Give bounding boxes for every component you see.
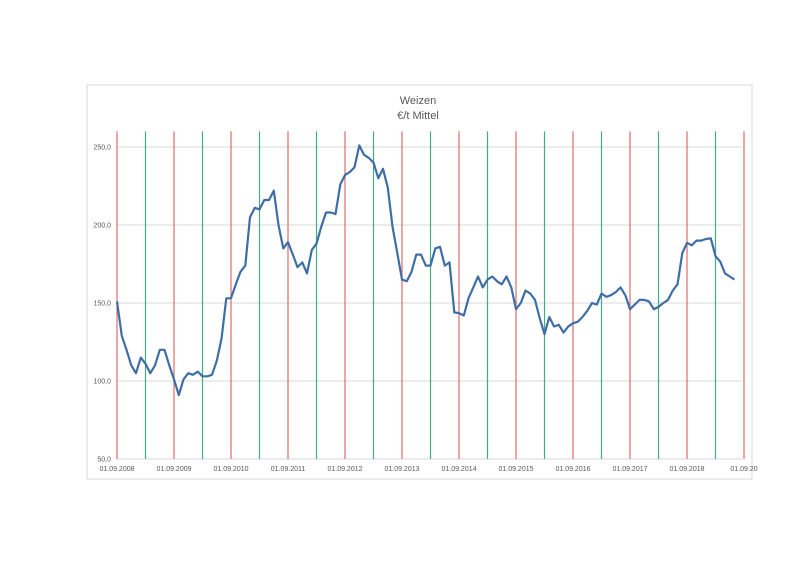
- series-layer: [115, 144, 736, 397]
- chart-subtitle: €/t Mittel: [397, 110, 439, 122]
- y-tick-label: 150,0: [93, 301, 111, 308]
- x-tick-label: 01.09.2008: [99, 466, 134, 473]
- x-tick-label: 01.09.2012: [327, 466, 362, 473]
- x-tick-label: 01.09.2018: [669, 466, 704, 473]
- price-line: [115, 144, 736, 397]
- x-tick-label: 01.09.2014: [441, 466, 476, 473]
- y-tick-label: 50,0: [97, 457, 111, 464]
- y-tick-label: 100,0: [93, 379, 111, 386]
- x-tick-label: 01.09.2010: [213, 466, 248, 473]
- gridlines: [117, 146, 742, 460]
- y-tick-label: 250,0: [93, 145, 111, 152]
- y-tick-label: 200,0: [93, 223, 111, 230]
- chart-title: Weizen: [400, 95, 436, 107]
- x-tick-label: 01.09.2017: [612, 466, 647, 473]
- x-tick-label: 01.09.20: [730, 466, 757, 473]
- x-tick-label: 01.09.2009: [156, 466, 191, 473]
- x-axis: 01.09.2008 01.09.2009 01.09.2010 01.09.2011…: [99, 466, 757, 473]
- y-axis: 50,0 100,0 150,0 200,0 250,0: [93, 145, 111, 464]
- chart-area: [86, 84, 753, 480]
- x-tick-label: 01.09.2011: [271, 466, 306, 473]
- x-tick-label: 01.09.2013: [384, 466, 419, 473]
- x-tick-label: 01.09.2016: [555, 466, 590, 473]
- x-tick-label: 01.09.2015: [498, 466, 533, 473]
